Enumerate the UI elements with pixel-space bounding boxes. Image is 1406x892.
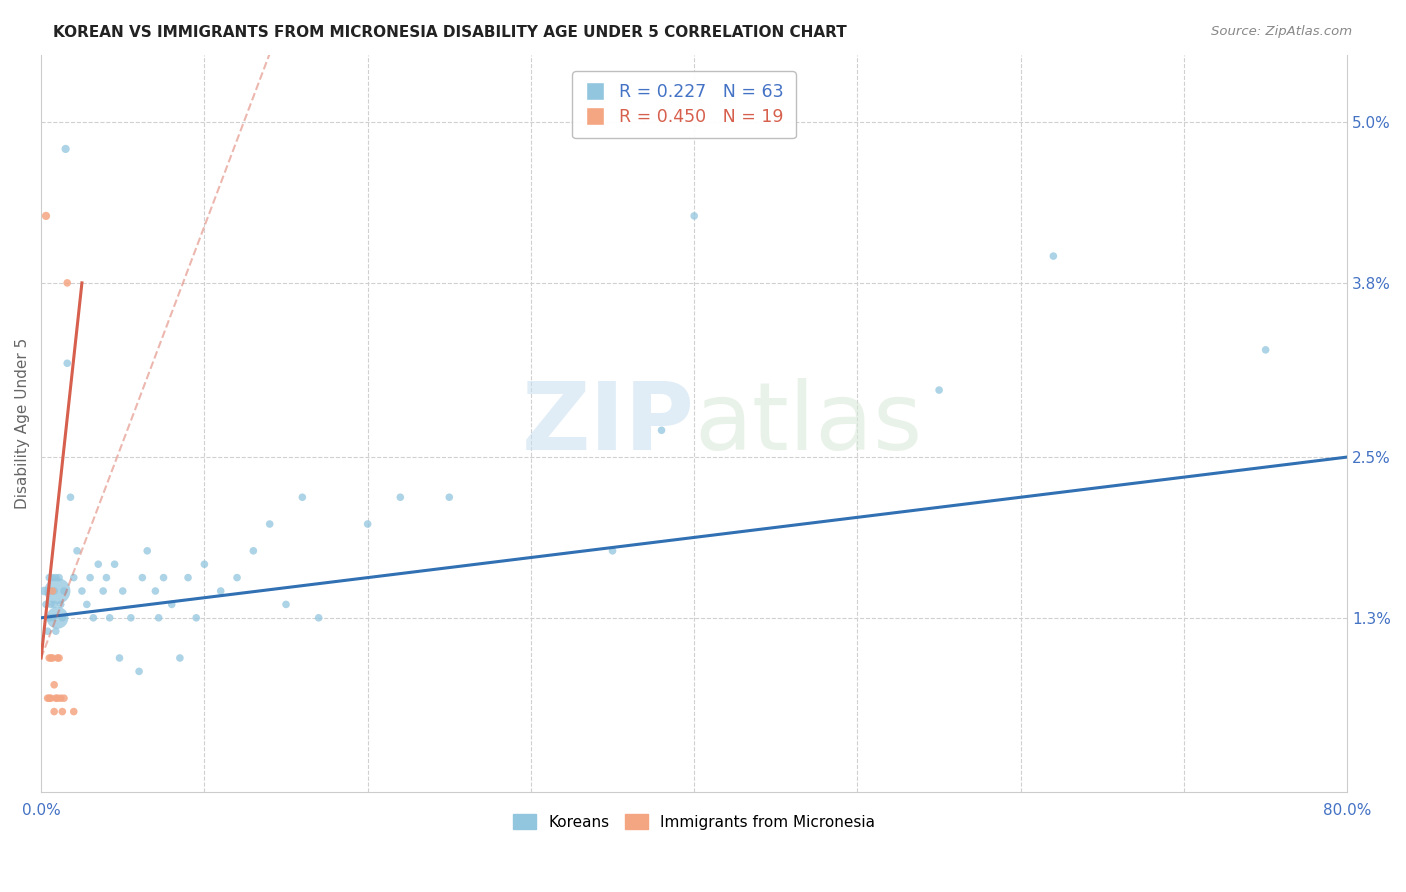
Point — [439, 490, 461, 504]
Point — [55, 142, 77, 156]
Point — [928, 383, 950, 397]
Point — [91, 584, 114, 599]
Point — [274, 598, 297, 612]
Point — [59, 490, 82, 504]
Point — [152, 571, 174, 585]
Point — [52, 691, 75, 706]
Point — [38, 691, 60, 706]
Point — [45, 691, 67, 706]
Legend: Koreans, Immigrants from Micronesia: Koreans, Immigrants from Micronesia — [508, 807, 882, 836]
Point — [308, 611, 330, 625]
Text: atlas: atlas — [695, 377, 922, 469]
Point — [56, 356, 79, 370]
Point — [651, 423, 673, 437]
Point — [226, 571, 249, 585]
Point — [44, 598, 66, 612]
Point — [46, 691, 69, 706]
Point — [41, 571, 63, 585]
Point — [148, 611, 170, 625]
Point — [39, 651, 62, 665]
Point — [35, 598, 58, 612]
Point — [66, 544, 89, 558]
Text: ZIP: ZIP — [522, 377, 695, 469]
Point — [45, 624, 67, 639]
Point — [98, 611, 121, 625]
Point — [186, 611, 208, 625]
Point — [70, 584, 93, 599]
Point — [62, 705, 84, 719]
Point — [48, 651, 70, 665]
Point — [52, 584, 75, 599]
Point — [259, 516, 281, 531]
Point — [44, 705, 66, 719]
Point — [34, 584, 56, 599]
Point — [49, 691, 72, 706]
Point — [49, 598, 72, 612]
Point — [41, 611, 63, 625]
Point — [1254, 343, 1277, 357]
Point — [46, 651, 69, 665]
Point — [1042, 249, 1064, 263]
Point — [51, 611, 73, 625]
Point — [111, 584, 134, 599]
Point — [44, 584, 66, 599]
Point — [169, 651, 191, 665]
Point — [79, 571, 101, 585]
Point — [62, 571, 84, 585]
Point — [291, 490, 314, 504]
Point — [39, 691, 62, 706]
Point — [82, 611, 104, 625]
Text: Source: ZipAtlas.com: Source: ZipAtlas.com — [1212, 25, 1353, 38]
Point — [56, 276, 79, 290]
Point — [683, 209, 706, 223]
Point — [38, 611, 60, 625]
Point — [602, 544, 624, 558]
Point — [51, 705, 73, 719]
Point — [131, 571, 153, 585]
Point — [120, 611, 142, 625]
Point — [76, 598, 98, 612]
Point — [39, 598, 62, 612]
Point — [35, 209, 58, 223]
Point — [389, 490, 412, 504]
Point — [44, 678, 66, 692]
Point — [193, 558, 215, 572]
Point — [39, 584, 62, 599]
Point — [87, 558, 110, 572]
Point — [103, 558, 125, 572]
Point — [41, 584, 63, 599]
Y-axis label: Disability Age Under 5: Disability Age Under 5 — [15, 338, 30, 509]
Point — [209, 584, 232, 599]
Point — [48, 571, 70, 585]
Point — [46, 611, 69, 625]
Point — [37, 624, 59, 639]
Point — [38, 651, 60, 665]
Point — [242, 544, 264, 558]
Point — [177, 571, 200, 585]
Point — [38, 571, 60, 585]
Text: KOREAN VS IMMIGRANTS FROM MICRONESIA DISABILITY AGE UNDER 5 CORRELATION CHART: KOREAN VS IMMIGRANTS FROM MICRONESIA DIS… — [53, 25, 848, 40]
Point — [160, 598, 183, 612]
Point — [96, 571, 118, 585]
Point — [108, 651, 131, 665]
Point — [136, 544, 159, 558]
Point — [37, 691, 59, 706]
Point — [128, 665, 150, 679]
Point — [356, 516, 378, 531]
Point — [41, 651, 63, 665]
Point — [46, 584, 69, 599]
Point — [145, 584, 167, 599]
Point — [45, 571, 67, 585]
